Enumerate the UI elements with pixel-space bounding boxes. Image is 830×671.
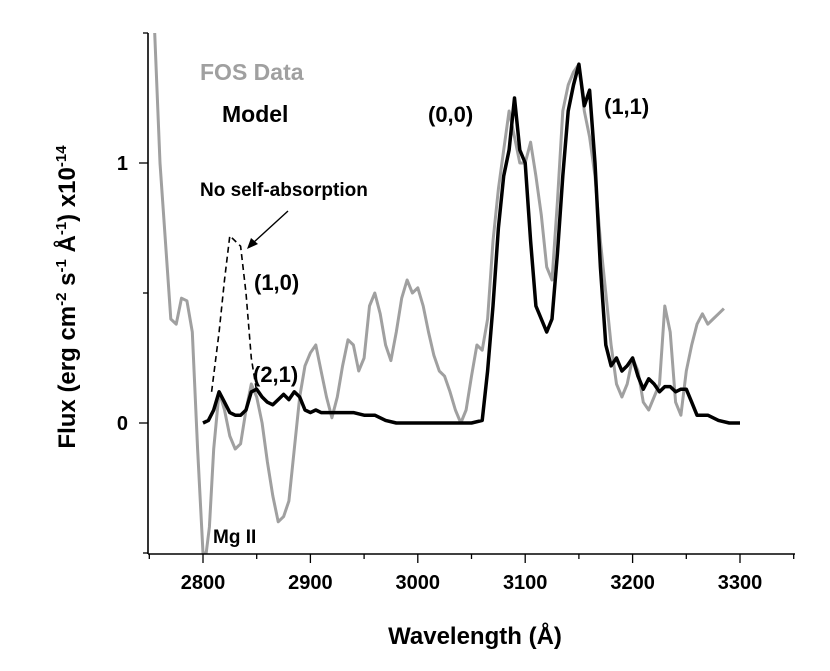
x-tick-label-3100: 3100	[503, 572, 548, 594]
x-tick-label-2900: 2900	[288, 572, 333, 594]
series-no-self-absorption	[210, 235, 258, 392]
label-band-11: (1,1)	[604, 94, 649, 119]
series-model	[202, 62, 740, 425]
legend-fos-data: FOS Data	[200, 59, 304, 85]
y-tick-label-0: 0	[117, 413, 128, 435]
x-tick-label-3000: 3000	[396, 572, 441, 594]
x-axis-label: Wavelength (Å)	[388, 622, 562, 650]
y-axis-label: Flux (erg cm-2 s-1 Å-1) x10-14	[53, 145, 81, 449]
series-fos-data	[153, 33, 725, 554]
y-tick-label-1: 1	[117, 153, 128, 175]
label-mg-ii: Mg II	[213, 527, 256, 548]
label-band-00: (0,0)	[428, 102, 473, 127]
arrow-annotation	[247, 210, 289, 249]
label-no-self-absorption: No self-absorption	[200, 180, 368, 201]
label-band-10: (1,0)	[254, 270, 299, 295]
label-band-21: (2,1)	[253, 362, 298, 387]
x-tick-label-2800: 2800	[181, 572, 226, 594]
x-tick-label-3200: 3200	[610, 572, 655, 594]
legend-model: Model	[222, 101, 288, 127]
x-tick-label-3300: 3300	[718, 572, 763, 594]
